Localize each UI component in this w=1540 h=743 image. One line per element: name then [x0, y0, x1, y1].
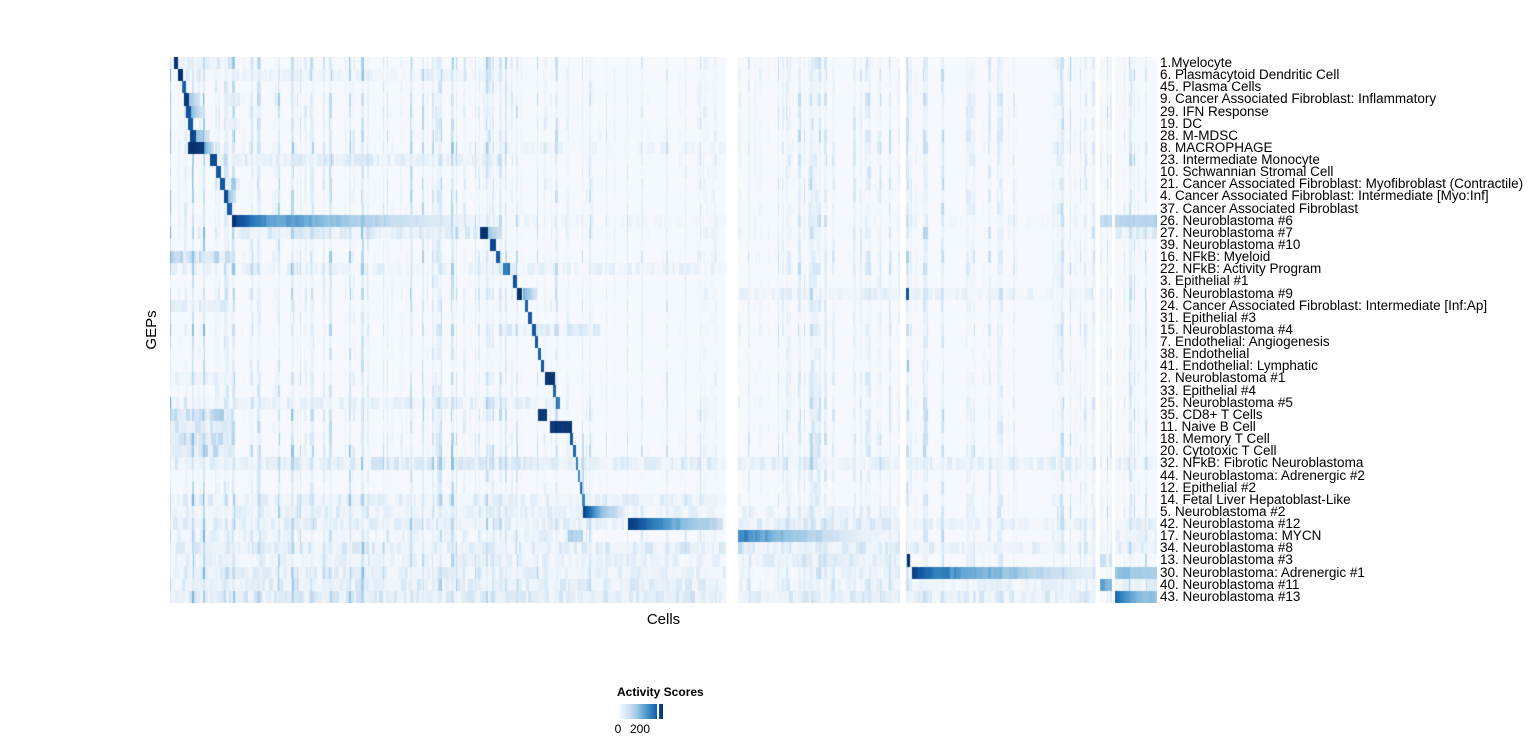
gep-row-label: 26. Neuroblastoma #6 — [1160, 212, 1293, 228]
gep-row-label: 5. Neuroblastoma #2 — [1160, 503, 1286, 519]
x-axis-label: Cells — [646, 611, 681, 628]
row-labels: 1.Myelocyte 6. Plasmacytoid Dendritic Cel… — [1160, 55, 1540, 604]
gep-row-label: 40. Neuroblastoma #11 — [1160, 576, 1300, 592]
gep-row-label: 2. Neuroblastoma #1 — [1160, 370, 1286, 386]
gep-row-label: 12. Epithelial #2 — [1160, 479, 1257, 495]
gep-row-label: 6. Plasmacytoid Dendritic Cell — [1160, 67, 1340, 83]
legend-tick-label-max: 200 — [629, 722, 651, 736]
gep-row-label: 10. Schwannian Stromal Cell — [1160, 164, 1334, 180]
gep-row-label: 16. NFkB: Myeloid — [1160, 249, 1271, 265]
legend-title: Activity Scores — [617, 685, 704, 699]
gep-row-label: 41. Endothelial: Lymphatic — [1160, 358, 1318, 374]
legend-200-tick-mark — [657, 704, 659, 719]
gep-row-label: 23. Intermediate Monocyte — [1160, 152, 1320, 168]
gep-row-label: 27. Neuroblastoma #7 — [1160, 224, 1293, 240]
gep-row-label: 39. Neuroblastoma #10 — [1160, 237, 1301, 252]
gep-row-label: 30. Neuroblastoma: Adrenergic #1 — [1160, 564, 1365, 580]
gep-row-label: 8. MACROPHAGE — [1160, 139, 1273, 155]
legend-tick-label-min: 0 — [614, 722, 622, 736]
gep-row-label: 3. Epithelial #1 — [1160, 273, 1249, 289]
gep-row-label: 7. Endothelial: Angiogenesis — [1160, 334, 1330, 350]
gep-row-label: 25. Neuroblastoma #5 — [1160, 394, 1293, 410]
heatmap-canvas — [170, 57, 1157, 603]
gep-row-label: 38. Endothelial — [1160, 346, 1250, 362]
gep-row-label: 19. DC — [1160, 115, 1203, 131]
gep-row-label: 22. NFkB: Activity Program — [1160, 261, 1322, 277]
gep-row-label: 9. Cancer Associated Fibroblast: Inflamm… — [1160, 91, 1437, 107]
gep-row-label: 42. Neuroblastoma #12 — [1160, 516, 1301, 532]
gep-row-label: 32. NFkB: Fibrotic Neuroblastoma — [1160, 455, 1364, 471]
gep-row-label: 18. Memory T Cell — [1160, 431, 1270, 447]
gep-row-label: 44. Neuroblastoma: Adrenergic #2 — [1160, 467, 1365, 483]
gep-row-label: 11. Naive B Cell — [1160, 419, 1256, 434]
gep-row-label: 28. M-MDSC — [1160, 127, 1239, 143]
legend: Activity Scores 0 200 — [600, 685, 760, 741]
gep-row-label: 24. Cancer Associated Fibroblast: Interm… — [1160, 297, 1488, 313]
gep-row-label: 45. Plasma Cells — [1160, 79, 1262, 95]
gep-row-label: 43. Neuroblastoma #13 — [1160, 588, 1301, 604]
gep-row-label: 34. Neuroblastoma #8 — [1160, 540, 1293, 556]
legend-gradient-bar — [618, 704, 663, 719]
gep-row-label: 37. Cancer Associated Fibroblast — [1160, 200, 1359, 216]
gep-row-label: 20. Cytotoxic T Cell — [1160, 443, 1277, 459]
gep-row-label: 17. Neuroblastoma: MYCN — [1160, 528, 1322, 544]
gep-row-label: 31. Epithelial #3 — [1160, 309, 1257, 325]
gep-row-label: 14. Fetal Liver Hepatoblast-Like — [1160, 491, 1351, 507]
gep-row-label: 13. Neuroblastoma #3 — [1160, 552, 1293, 568]
gep-row-label: 15. Neuroblastoma #4 — [1160, 321, 1293, 337]
gep-row-label: 1.Myelocyte — [1160, 55, 1233, 70]
gep-row-label: 4. Cancer Associated Fibroblast: Interme… — [1160, 188, 1489, 204]
gep-row-label: 36. Neuroblastoma #9 — [1160, 285, 1293, 301]
gep-row-label: 33. Epithelial #4 — [1160, 382, 1257, 398]
y-axis-label: GEPs — [143, 310, 160, 350]
gep-row-label: 35. CD8+ T Cells — [1160, 406, 1263, 422]
gep-row-label: 21. Cancer Associated Fibroblast: Myofib… — [1160, 176, 1524, 192]
gep-row-label: 29. IFN Response — [1160, 103, 1269, 119]
